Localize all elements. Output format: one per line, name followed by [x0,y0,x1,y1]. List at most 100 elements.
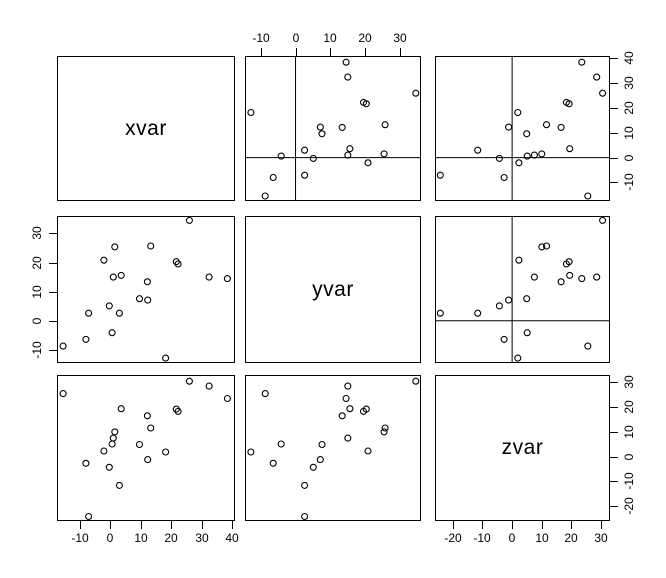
right-axis-tick-label: 20 [622,400,636,414]
data-point [344,434,352,442]
top-axis-tick-label: 10 [323,31,337,45]
data-point [205,273,213,281]
right-axis-tick [610,481,618,482]
data-point [557,278,565,286]
data-point [247,108,255,117]
bottom-axis-tick [232,521,233,529]
data-point [301,171,309,179]
panel-xvar-vs-yvar [245,56,421,201]
data-point [359,407,368,415]
data-point [381,121,389,129]
left-axis-tick-label: 20 [30,256,44,270]
data-point [346,405,354,413]
data-point [515,159,523,167]
xvar-label: xvar [125,116,167,140]
bottom-axis-tick [171,521,172,529]
right-axis-tick [610,58,618,59]
bottom-axis-tick [571,521,572,529]
data-point [515,256,523,264]
right-axis-tick-label: 30 [622,76,636,90]
data-point [542,121,551,129]
panel-zvar-vs-yvar [245,375,421,521]
data-point [162,354,170,362]
data-point [111,428,119,436]
right-axis-tick [610,457,618,458]
data-point [593,73,601,81]
top-axis-tick [400,48,401,56]
left-axis-tick-label: 30 [30,226,44,240]
data-point [277,152,285,160]
top-axis-tick [296,48,297,56]
data-point [566,145,574,153]
data-point [135,295,144,303]
data-point [316,456,324,464]
left-axis-tick [49,233,57,234]
right-axis-tick-label: -20 [622,497,636,515]
data-point [523,130,531,138]
bottom-axis-tick [141,521,142,529]
data-point [514,108,522,117]
data-point [147,424,155,432]
top-axis-tick [365,48,366,56]
data-point [85,512,93,521]
scatter-canvas [435,56,610,201]
data-point [223,275,231,283]
right-axis-tick-label: 40 [622,51,636,65]
data-point [364,159,372,167]
scatter-canvas [57,375,235,521]
data-point [247,448,255,456]
data-point [566,271,574,279]
panel-zvar-vs-xvar [57,375,235,521]
bottom-axis-tick-label: 30 [594,531,608,545]
right-axis-tick [610,108,618,109]
data-point [185,216,193,224]
bottom-axis-tick [542,521,543,529]
top-axis-tick [261,48,262,56]
top-axis-tick-label: 0 [292,31,300,45]
right-axis-tick [610,83,618,84]
bottom-axis-tick-label: 0 [106,531,114,545]
data-point [269,173,277,182]
bottom-axis-tick [110,521,111,529]
top-axis-tick-label: 20 [358,31,372,45]
data-point [578,58,586,66]
data-point [82,335,90,343]
data-point [538,150,546,158]
data-point [338,412,346,420]
left-axis-tick-label: 10 [30,285,44,299]
right-axis-tick-label: -10 [622,472,636,490]
left-axis-tick [49,292,57,293]
bottom-axis-tick-label: -10 [71,531,89,545]
data-point [143,412,151,420]
scatter-canvas [245,56,421,201]
data-point [105,463,113,471]
data-point [309,463,317,471]
data-point [474,146,482,154]
right-axis-tick [610,432,618,433]
data-point [523,295,531,303]
data-point [144,456,152,464]
data-point [505,296,513,304]
bottom-axis-tick-label: 30 [195,531,209,545]
data-point [584,342,592,350]
data-point [162,448,170,456]
left-axis-tick [49,263,57,264]
data-point [500,335,508,343]
data-point [342,394,350,403]
scatter-canvas [435,216,610,363]
data-point [344,73,352,81]
data-point [599,216,607,224]
data-point [436,171,444,179]
data-point [108,440,116,448]
data-point [346,145,354,153]
bottom-axis-tick-label: -10 [473,531,491,545]
data-point [111,243,119,251]
data-point [495,302,503,310]
data-point [109,273,117,281]
bottom-axis-tick-label: 20 [164,531,178,545]
top-axis-tick [330,48,331,56]
bottom-axis-tick-label: 20 [564,531,578,545]
data-point [593,273,601,281]
right-axis-tick [610,506,618,507]
bottom-axis-tick [601,521,602,529]
